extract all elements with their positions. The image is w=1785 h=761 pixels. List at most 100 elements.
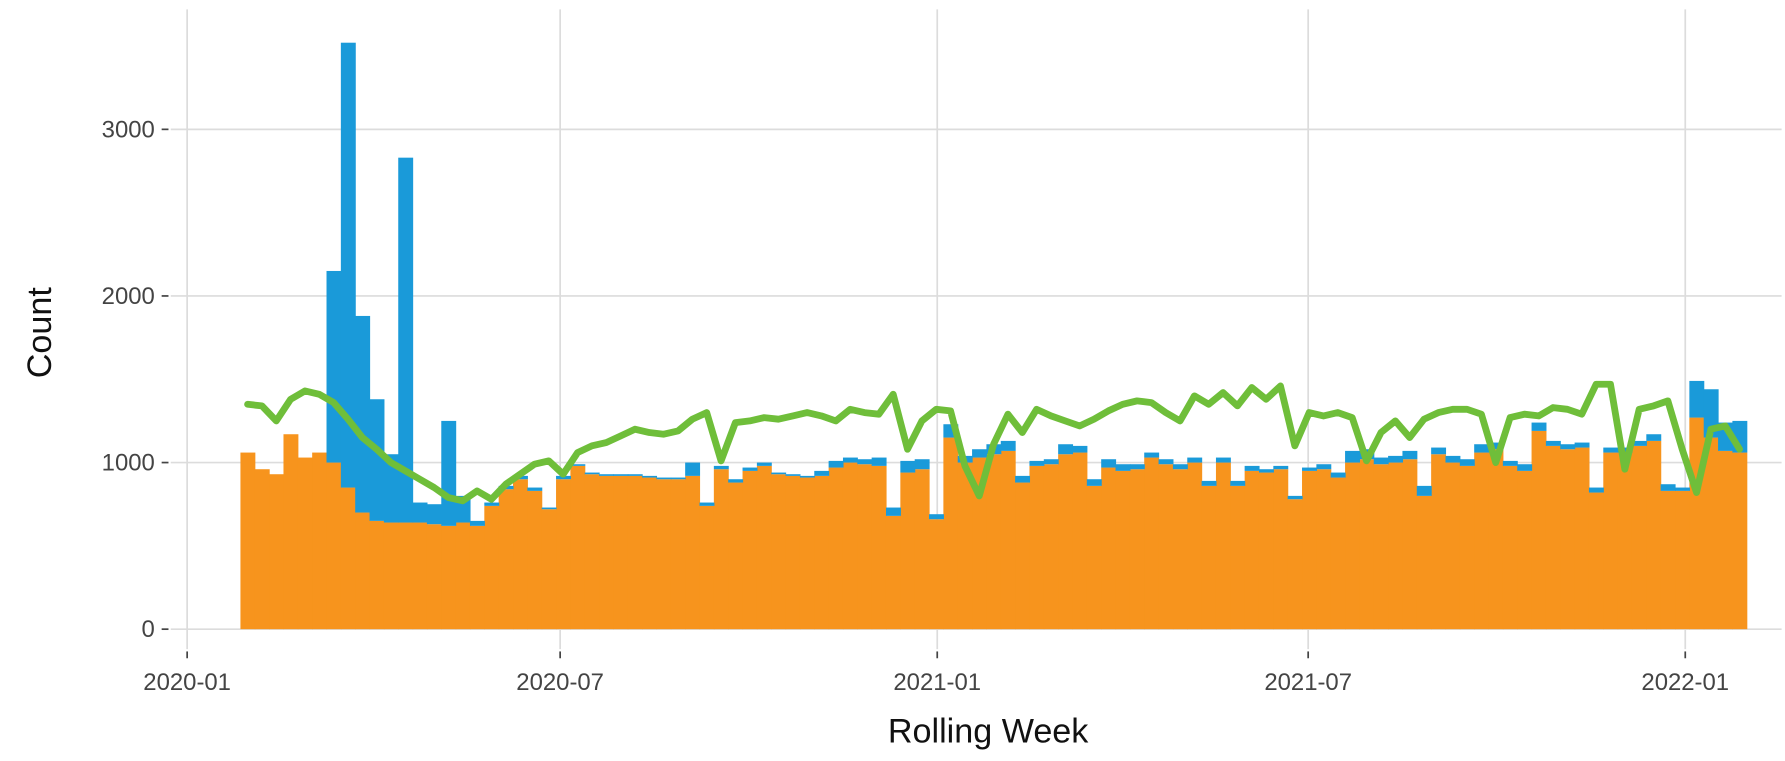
bar: [1115, 464, 1131, 471]
bar: [943, 437, 959, 630]
bar: [269, 474, 285, 630]
bar: [699, 502, 715, 506]
axes: 0 1000 2000 3000 2020-01 2020-07 2021-01 2021-0…: [102, 116, 1729, 696]
bar: [914, 469, 930, 630]
bar: [771, 474, 787, 630]
bar: [541, 507, 557, 510]
bar: [699, 505, 715, 630]
bars: [240, 42, 1748, 630]
bar: [1474, 444, 1490, 453]
bar: [656, 479, 672, 630]
bar: [785, 474, 801, 476]
bar: [326, 462, 342, 630]
bar: [541, 509, 557, 630]
bar: [426, 524, 442, 630]
bar: [742, 470, 758, 630]
bar: [570, 464, 586, 466]
bar: [1273, 469, 1289, 630]
bar: [1187, 457, 1203, 463]
bar: [1129, 464, 1145, 470]
bar: [627, 474, 643, 476]
bar: [1703, 437, 1719, 630]
bar: [1172, 469, 1188, 630]
bar: [1086, 485, 1102, 630]
bar: [1646, 434, 1662, 441]
bar: [685, 462, 701, 476]
bar: [1215, 462, 1231, 630]
bar: [1000, 440, 1016, 451]
bar: [1545, 440, 1561, 446]
bar: [584, 474, 600, 630]
bar: [1416, 485, 1432, 496]
bar: [584, 472, 600, 475]
bar: [1258, 469, 1274, 473]
bar: [1517, 470, 1533, 630]
bar: [814, 475, 830, 630]
bar: [369, 520, 385, 630]
y-tick-label: 3000: [102, 116, 155, 143]
bar: [513, 479, 528, 630]
bar: [1431, 447, 1447, 455]
bar: [412, 522, 428, 630]
bar: [1215, 457, 1231, 463]
bar: [1201, 485, 1217, 630]
bar: [312, 452, 328, 630]
x-tick-label: 2021-01: [893, 669, 981, 696]
bar: [857, 464, 873, 630]
bar: [1402, 450, 1418, 460]
bar: [1158, 459, 1174, 465]
bar: [1115, 470, 1131, 630]
bar: [1574, 447, 1590, 630]
bar: [814, 470, 830, 476]
bar: [426, 504, 442, 525]
bar: [1287, 499, 1303, 630]
bar: [1416, 495, 1432, 630]
bar: [383, 522, 399, 630]
bar: [1187, 462, 1203, 630]
bar: [1660, 484, 1676, 491]
bar: [1603, 447, 1619, 453]
bar: [556, 479, 571, 630]
y-tick-label: 0: [142, 616, 155, 643]
line: [244, 380, 1743, 505]
bar: [1330, 472, 1346, 478]
bar: [398, 522, 414, 630]
y-tick-label: 2000: [102, 283, 155, 310]
bar: [1502, 460, 1518, 466]
bar: [1402, 459, 1418, 630]
bar: [1302, 470, 1317, 630]
bar: [599, 475, 614, 630]
bar: [799, 475, 815, 478]
bar: [1588, 492, 1604, 630]
bar: [1172, 464, 1188, 470]
bar: [1646, 440, 1662, 630]
bar: [1058, 454, 1074, 630]
bar: [957, 462, 973, 630]
bar: [240, 452, 256, 630]
bar: [1043, 459, 1059, 465]
bar: [1459, 465, 1475, 630]
bar: [1603, 452, 1619, 630]
bar: [756, 462, 772, 466]
bar: [914, 459, 930, 470]
bar: [1258, 472, 1274, 630]
bar: [656, 477, 672, 480]
bar: [297, 457, 313, 630]
bar: [1316, 464, 1332, 470]
bar: [1201, 480, 1217, 486]
bar: [340, 487, 356, 630]
bar: [1316, 469, 1332, 630]
bar: [1072, 445, 1088, 453]
bar: [1517, 464, 1533, 471]
bar: [527, 490, 543, 630]
bar: [398, 157, 414, 523]
bar: [254, 469, 270, 630]
bar: [986, 454, 1002, 630]
bar: [1675, 487, 1690, 491]
bar: [1474, 452, 1490, 630]
bar: [871, 457, 887, 466]
bar: [1129, 469, 1145, 630]
bar: [1388, 462, 1404, 630]
bar: [441, 525, 457, 630]
